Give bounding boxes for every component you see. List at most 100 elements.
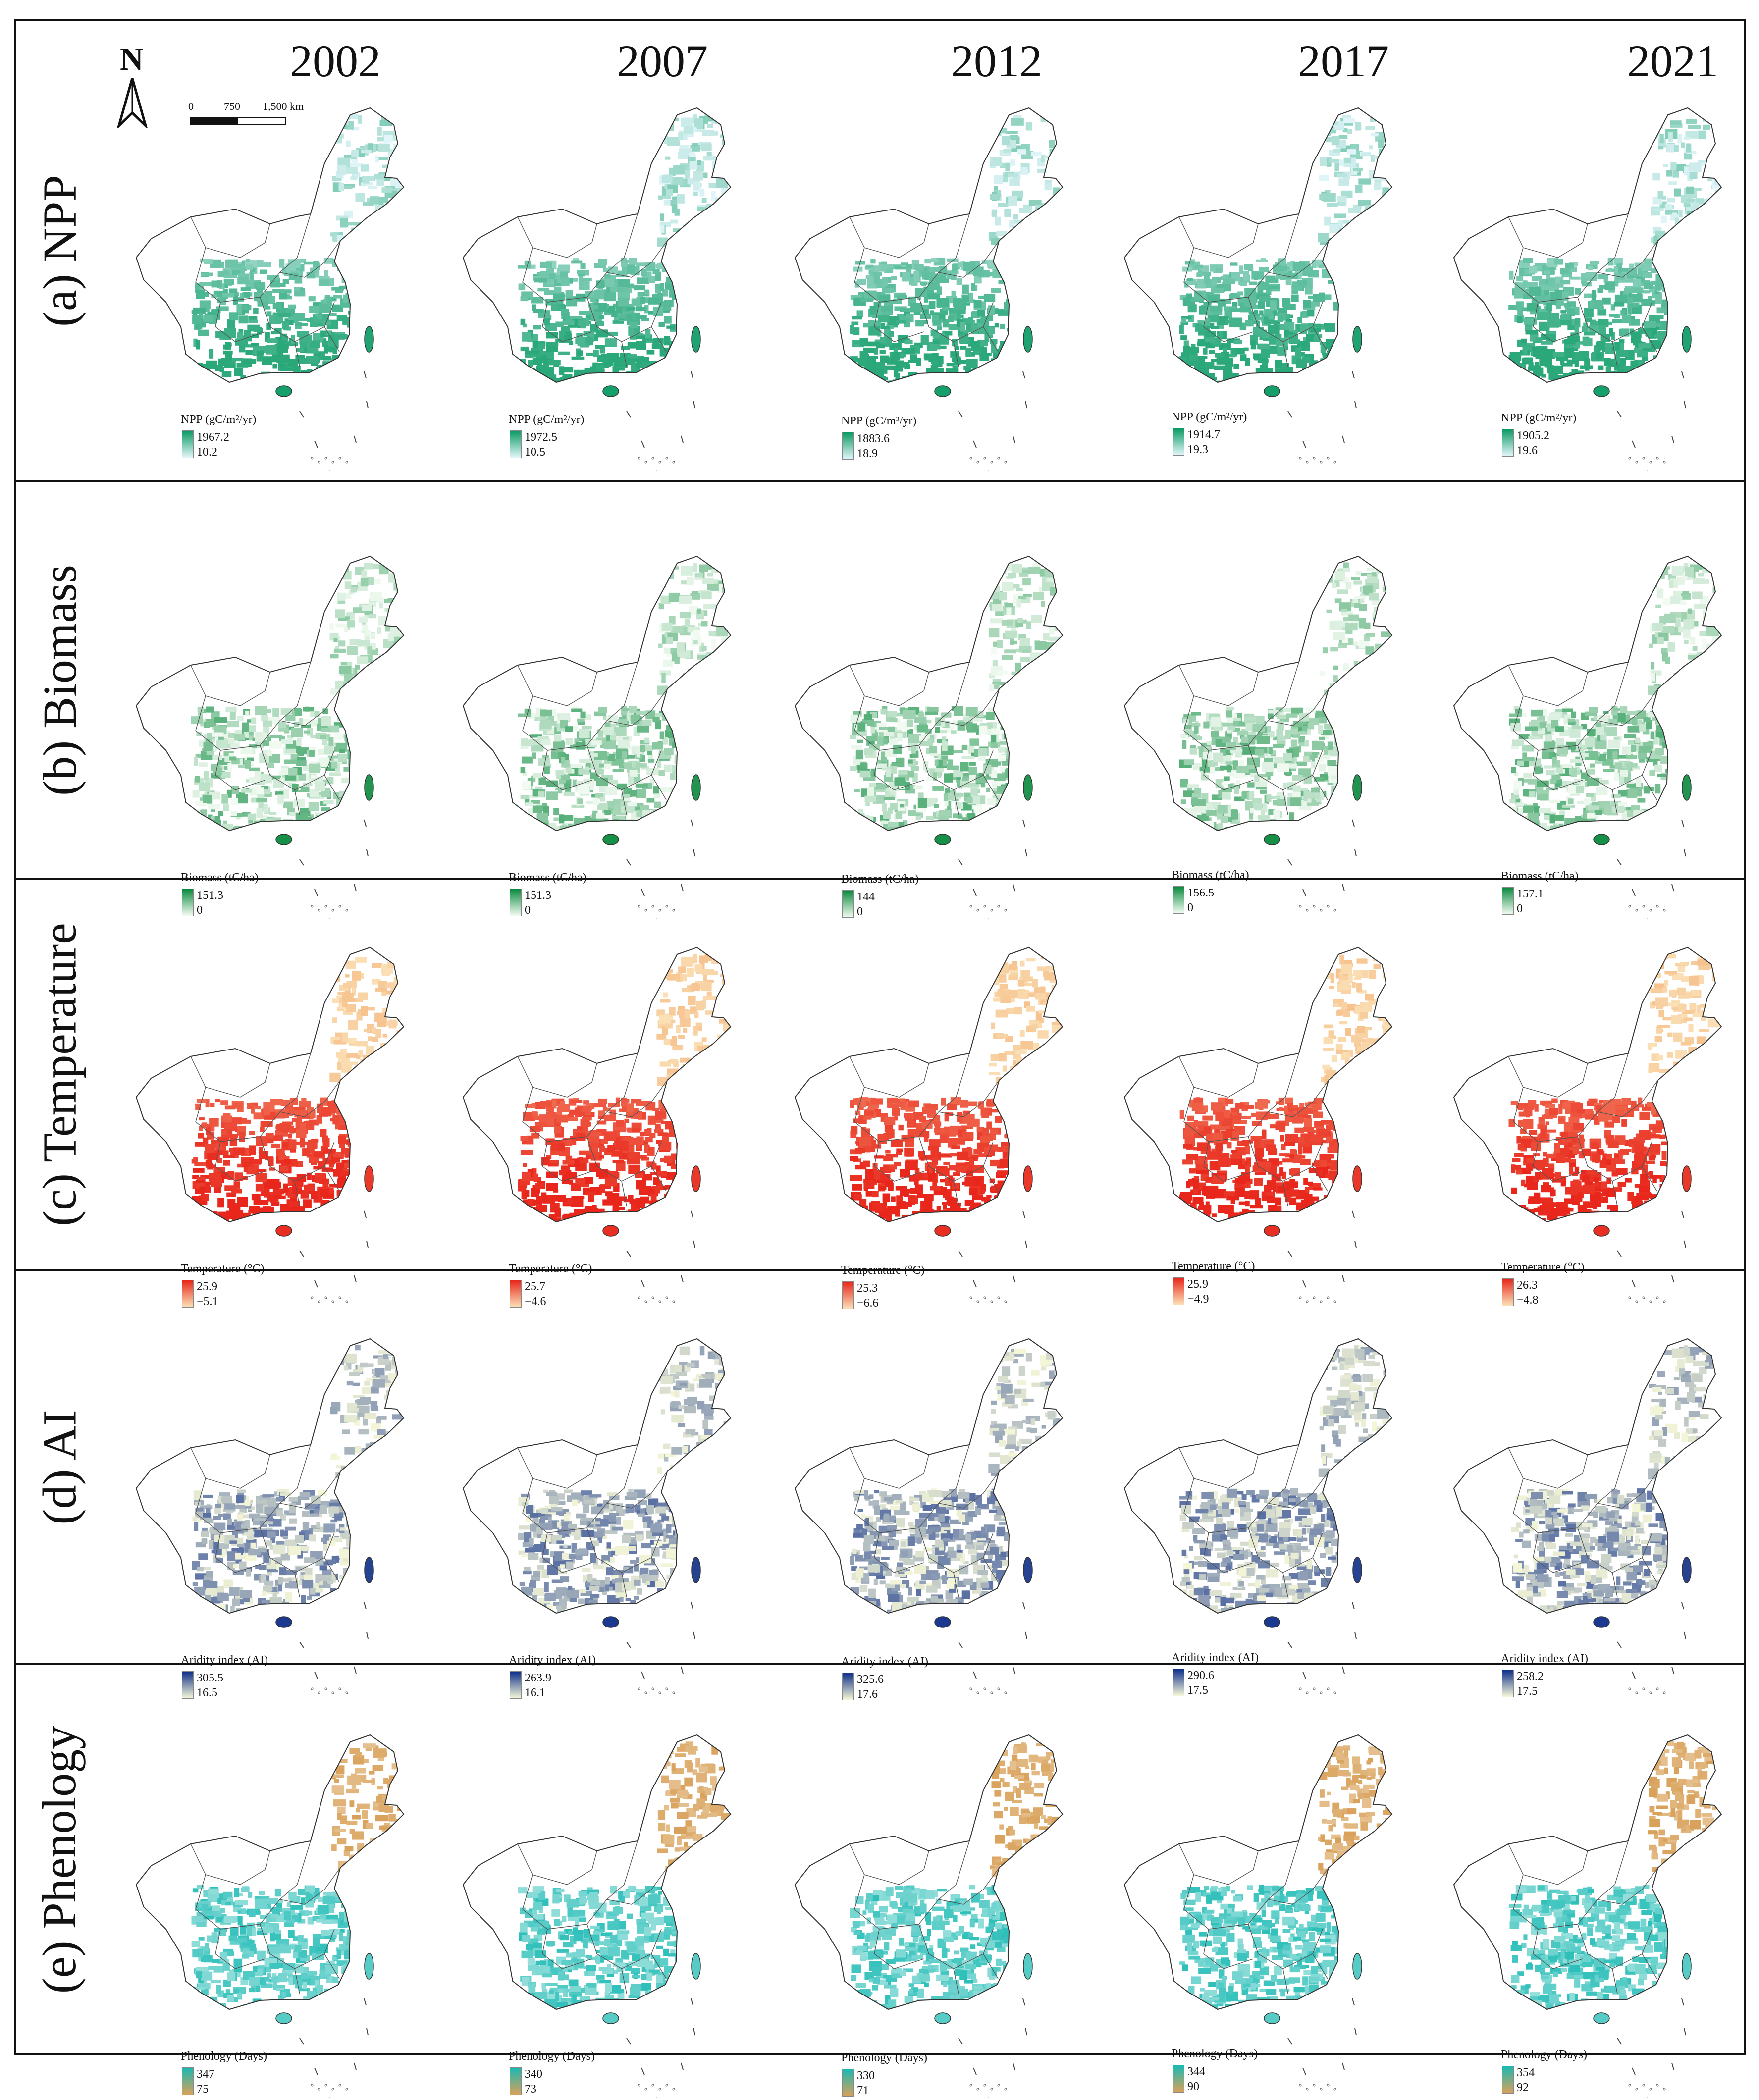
legend-min-value: 90 <box>1187 2081 1199 2093</box>
island-hainan <box>603 2013 619 2024</box>
legend-min-value: 17.5 <box>1517 1685 1538 1697</box>
islet-marker <box>325 905 327 907</box>
legend-min-value: −6.6 <box>857 1297 879 1309</box>
legend-max-value: 151.3 <box>197 890 223 901</box>
china-map-svg <box>1105 1721 1402 2098</box>
islet-marker <box>1327 457 1329 459</box>
province-boundary <box>622 1181 627 1206</box>
legend-min-value: 0 <box>1517 903 1523 915</box>
islet-marker <box>1005 909 1007 911</box>
map-temperature-2017 <box>1105 934 1402 1310</box>
islet-marker <box>332 1301 334 1303</box>
legend-color-ramp <box>1502 2066 1514 2094</box>
islet-marker <box>1005 2088 1007 2090</box>
legend-title: Aridity index (AI) <box>509 1654 596 1666</box>
islet-marker <box>1327 1297 1329 1299</box>
islet-marker <box>1629 905 1631 907</box>
south-china-sea-dashes <box>1617 1998 1686 2098</box>
legend-min-value: 16.5 <box>197 1687 217 1699</box>
legend-min-value: 10.5 <box>525 446 545 458</box>
map-biomass-2002 <box>116 542 414 919</box>
province-boundary <box>1179 217 1258 258</box>
islet-marker <box>346 1692 348 1694</box>
islet-marker <box>1306 461 1308 463</box>
china-map-svg <box>116 1721 414 2098</box>
legend-min-value: 0 <box>197 904 203 916</box>
legend-title: Phenology (Days) <box>509 2050 595 2062</box>
legend-title: Biomass (tC/ha) <box>181 872 259 884</box>
legend-title: Biomass (tC/ha) <box>509 872 586 884</box>
legend-min-value: 71 <box>857 2085 869 2097</box>
islet-marker <box>673 1301 675 1303</box>
south-china-sea-dashes <box>300 1998 368 2098</box>
map-npp-2007 <box>443 94 741 471</box>
map-npp-2002 <box>116 94 414 471</box>
island-hainan <box>603 386 619 397</box>
island-hainan <box>276 386 292 397</box>
legend-color-ramp <box>842 1281 854 1309</box>
islet-marker <box>638 1688 640 1690</box>
south-china-sea-dashes <box>959 1998 1027 2098</box>
map-npp-2012 <box>775 94 1072 471</box>
province-boundary <box>191 1844 270 1885</box>
south-china-sea-dashes <box>1288 371 1356 471</box>
data-raster <box>192 1345 410 1619</box>
legend-color-ramp <box>842 890 854 918</box>
island-hainan <box>1264 834 1280 845</box>
island-hainan <box>1264 386 1280 397</box>
legend-title: Temperature (°C) <box>181 1263 265 1275</box>
legend-max-value: 1967.2 <box>197 431 229 443</box>
islet-marker <box>1005 461 1007 463</box>
islet-marker <box>998 457 1000 459</box>
province-boundary <box>850 1056 929 1097</box>
islet-marker <box>977 2088 979 2090</box>
data-raster <box>192 114 409 390</box>
legend-title: Temperature (°C) <box>841 1264 925 1276</box>
island-hainan <box>276 1225 292 1236</box>
china-map-svg <box>775 1721 1072 2098</box>
south-china-sea-dashes <box>1617 371 1686 471</box>
china-map-svg <box>116 934 414 1310</box>
province-boundary <box>1179 1056 1258 1097</box>
island-hainan <box>1264 1617 1280 1628</box>
legend-max-value: 151.3 <box>525 890 551 901</box>
islet-marker <box>970 1688 972 1690</box>
islet-marker <box>984 2084 986 2086</box>
island-taiwan <box>1023 775 1032 800</box>
islet-marker <box>991 1692 993 1694</box>
islet-marker <box>311 1688 313 1690</box>
islet-marker <box>332 1692 334 1694</box>
data-raster <box>1509 953 1724 1229</box>
islet-marker <box>638 905 640 907</box>
legend-color-ramp <box>510 2067 522 2095</box>
islet-marker <box>998 905 1000 907</box>
south-china-sea-dashes <box>959 1602 1027 1701</box>
china-map-svg <box>443 94 741 471</box>
islet-marker <box>984 1297 986 1299</box>
islet-marker <box>1327 905 1329 907</box>
legend-color-ramp <box>510 1280 522 1308</box>
legend-max-value: 144 <box>857 891 875 903</box>
islet-marker <box>1656 905 1658 907</box>
island-taiwan <box>1353 1166 1362 1192</box>
islet-marker <box>970 457 972 459</box>
islet-marker <box>1306 1692 1308 1694</box>
islet-marker <box>1663 461 1665 463</box>
map-phenology-2012 <box>775 1721 1072 2098</box>
islet-marker <box>1636 461 1638 463</box>
islet-marker <box>673 2088 675 2090</box>
legend-max-value: 347 <box>197 2068 214 2080</box>
legend-color-ramp <box>1502 887 1514 915</box>
islet-marker <box>666 905 668 907</box>
map-temperature-2012 <box>775 934 1072 1310</box>
legend-min-value: 17.5 <box>1187 1684 1208 1696</box>
legend-title: Aridity index (AI) <box>841 1656 928 1668</box>
legend-max-value: 1972.5 <box>525 431 557 443</box>
islet-marker <box>325 457 327 459</box>
map-biomass-2007 <box>443 542 741 919</box>
islet-marker <box>1299 1688 1301 1690</box>
island-taiwan <box>1353 1557 1362 1583</box>
islet-marker <box>339 457 341 459</box>
islet-marker <box>1313 457 1315 459</box>
year-label-2002: 2002 <box>290 35 381 87</box>
